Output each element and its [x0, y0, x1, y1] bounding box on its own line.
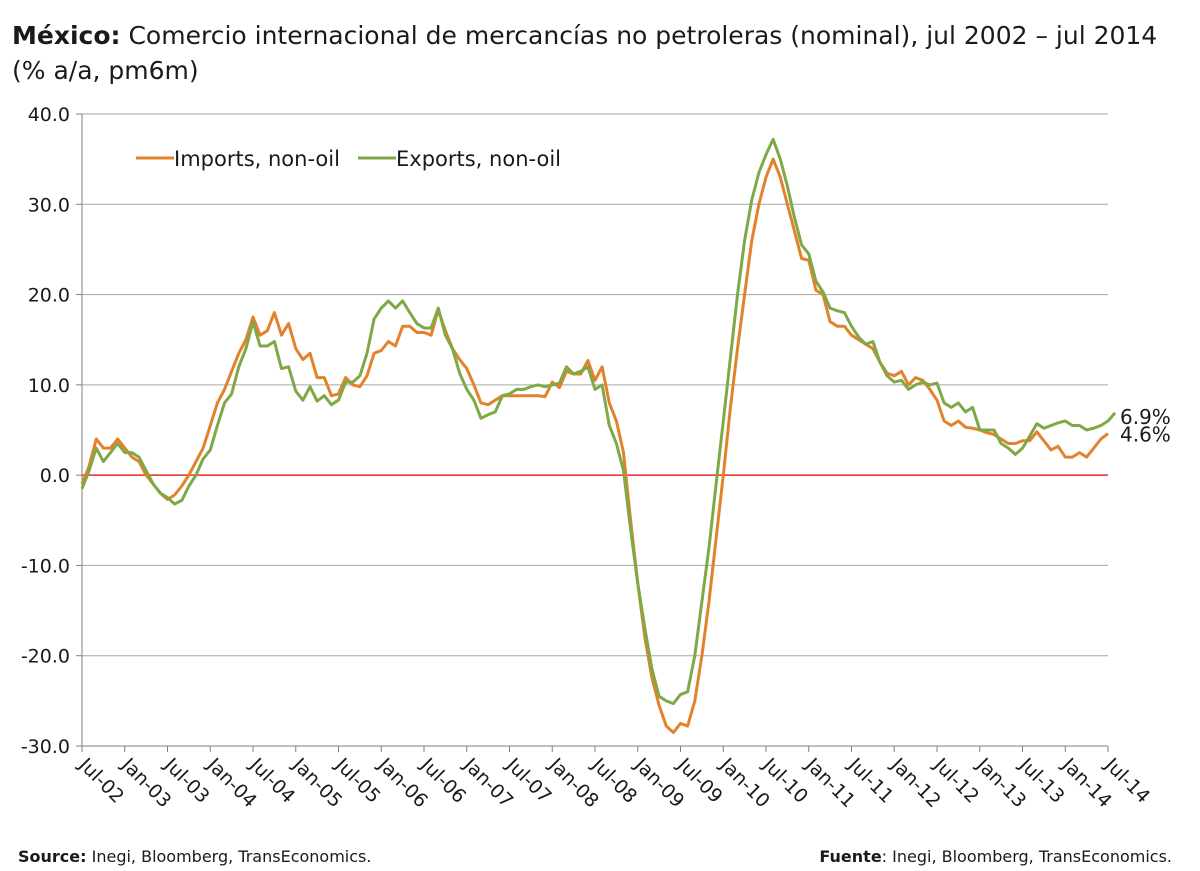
- source-label: Source:: [18, 847, 87, 866]
- y-tick-label: 20.0: [28, 285, 70, 307]
- fuente-text: : Inegi, Bloomberg, TransEconomics.: [881, 847, 1172, 866]
- end-label-exports: 6.9%: [1120, 405, 1171, 429]
- source-note-en: Source: Inegi, Bloomberg, TransEconomics…: [18, 847, 371, 866]
- series-line-exports-non-oil: [80, 137, 1117, 706]
- chart-title-bold: México:: [12, 21, 121, 50]
- source-text: Inegi, Bloomberg, TransEconomics.: [86, 847, 372, 866]
- y-tick-label: 10.0: [28, 375, 70, 397]
- source-note-es: Fuente: Inegi, Bloomberg, TransEconomics…: [819, 847, 1172, 866]
- chart-title-text: Comercio internacional de mercancías no …: [12, 21, 1158, 85]
- y-tick-label: 0.0: [40, 465, 70, 487]
- x-tick-label: Jul-02: [74, 753, 128, 807]
- legend-label: Imports, non-oil: [174, 147, 340, 171]
- series-line-imports-non-oil: [80, 157, 1109, 734]
- chart-title: México: Comercio internacional de mercan…: [12, 18, 1188, 88]
- fuente-label: Fuente: [819, 847, 882, 866]
- y-tick-label: 40.0: [28, 104, 70, 126]
- y-tick-label: 30.0: [28, 194, 70, 216]
- legend-label: Exports, non-oil: [396, 147, 561, 171]
- y-tick-label: -10.0: [21, 555, 70, 577]
- y-tick-label: -30.0: [21, 736, 70, 758]
- y-tick-label: -20.0: [21, 646, 70, 668]
- end-label-imports: 4.6%: [1120, 423, 1171, 447]
